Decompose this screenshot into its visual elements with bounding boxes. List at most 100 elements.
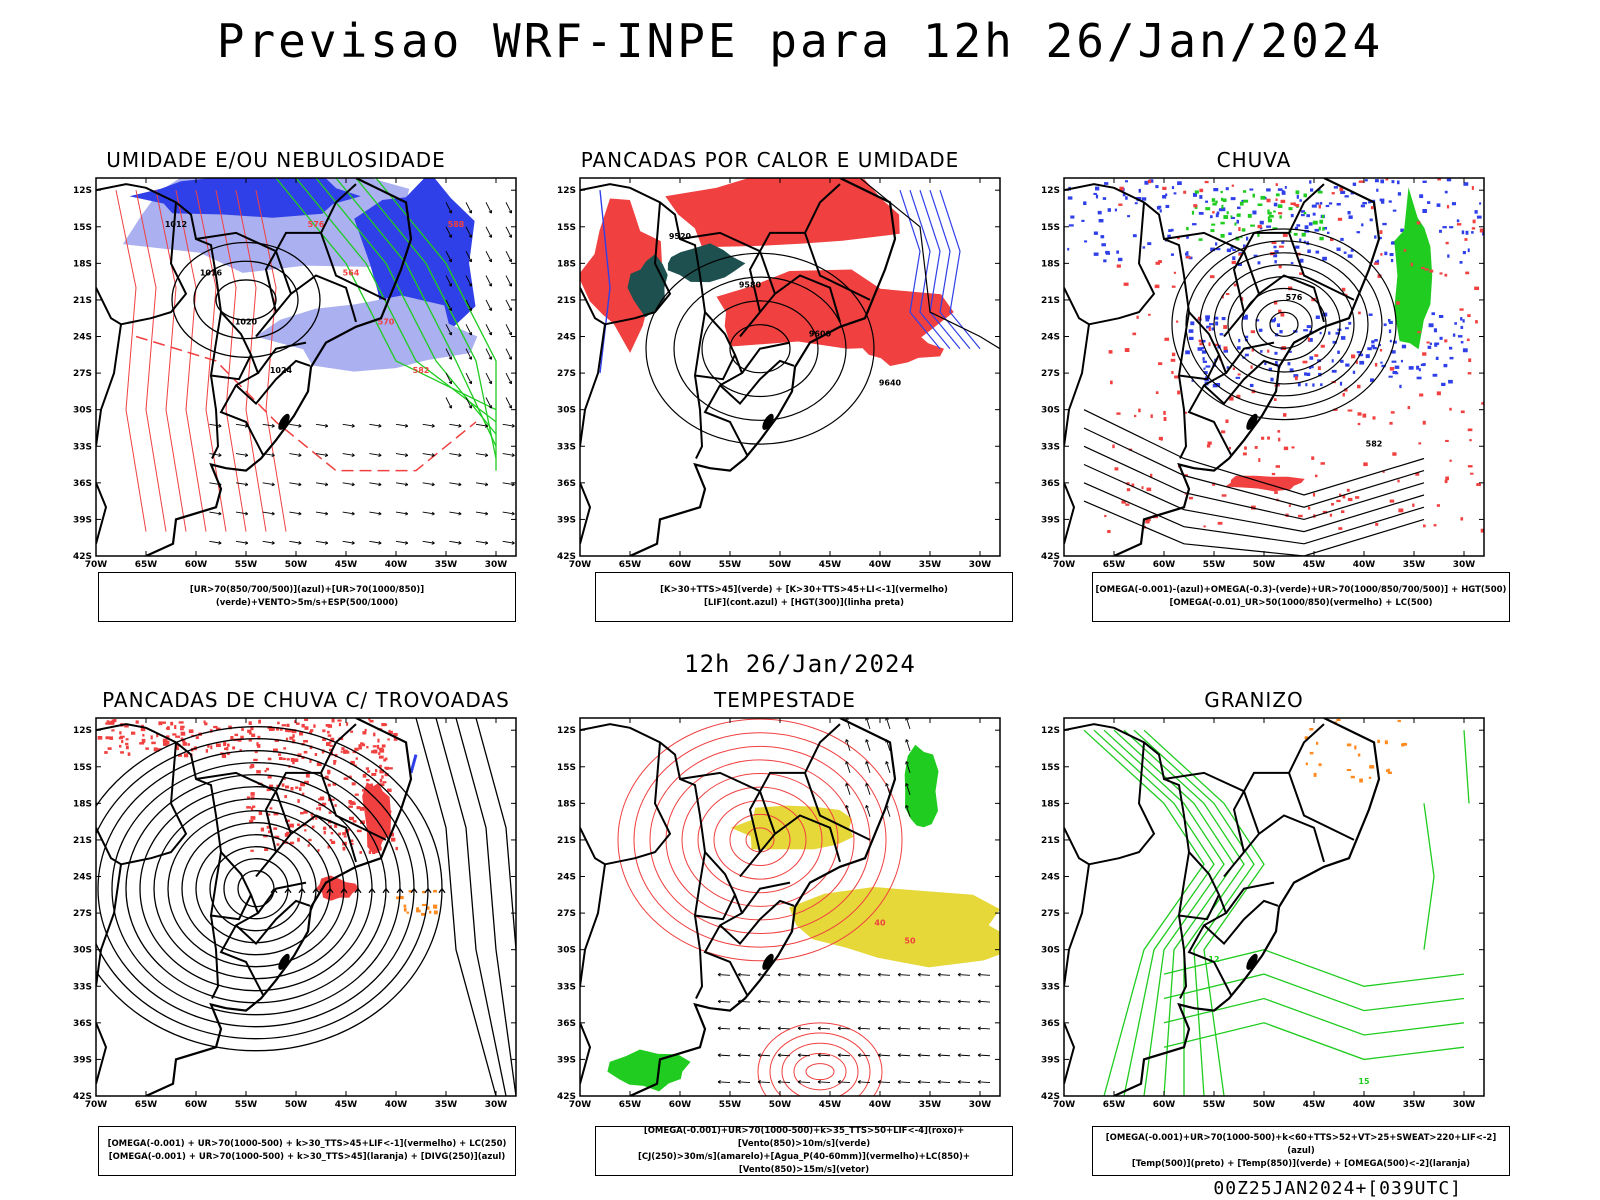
rain-dot: [1203, 367, 1206, 370]
rain-dot: [1101, 243, 1106, 247]
rain-dot: [1144, 180, 1149, 185]
wind-vector: [235, 511, 248, 515]
rain-dot: [1429, 342, 1432, 346]
rain-dot: [1188, 496, 1193, 500]
wind-vector: [488, 258, 493, 263]
wind-vector: [324, 511, 329, 516]
rain-dot: [1220, 234, 1225, 238]
rain-dot: [1436, 504, 1440, 507]
rain-dot: [1410, 262, 1413, 267]
country-border: [1163, 771, 1260, 835]
wind-vector: [488, 331, 493, 336]
thunder-dot: [283, 747, 287, 750]
rain-dot: [1312, 492, 1316, 497]
lon-label: 60W: [669, 560, 692, 570]
thickness-contour: [195, 190, 227, 532]
thunder-dot: [166, 735, 170, 738]
rain-dot: [1217, 521, 1223, 525]
lon-label: 50W: [285, 560, 308, 570]
wind-vector: [977, 1000, 991, 1003]
wind-vector: [937, 1053, 941, 1058]
wind-vector: [937, 974, 951, 976]
lon-label: 65W: [1103, 1100, 1126, 1110]
thunder-dot: [330, 840, 336, 844]
rain-dot: [1191, 379, 1194, 382]
rain-dot: [1311, 204, 1317, 208]
country-border: [580, 482, 592, 545]
lat-label: 27S: [73, 909, 92, 919]
wind-vector: [342, 453, 355, 456]
rain-dot: [1261, 436, 1265, 440]
thunder-dot: [367, 770, 371, 773]
wind-vector: [897, 1081, 911, 1084]
panel-title: TEMPESTADE: [714, 688, 856, 712]
wind-vector: [395, 511, 408, 515]
rain-dot: [1385, 178, 1389, 181]
wind-vector: [465, 250, 472, 263]
thunder-dot: [281, 783, 285, 787]
rain-dot: [1380, 179, 1384, 184]
rain-dot: [1339, 187, 1344, 192]
rain-dot: [1293, 232, 1298, 236]
thunder-dot: [387, 788, 392, 793]
omega-dot: [1309, 728, 1314, 731]
thunder-dot: [203, 720, 206, 724]
country-border: [195, 231, 292, 295]
rain-dot: [1468, 358, 1472, 363]
wind-vector: [837, 999, 841, 1004]
rain-dot: [1469, 439, 1472, 442]
thunder-dot: [346, 722, 349, 726]
wind-vector: [448, 331, 453, 336]
rain-dot: [1257, 203, 1263, 207]
thunder-dot: [250, 849, 254, 852]
wind-vector: [445, 324, 452, 336]
wind-vector: [395, 540, 408, 544]
lon-label: 55W: [1203, 1100, 1226, 1110]
wind-vector: [485, 299, 492, 311]
wind-vector: [298, 423, 302, 428]
lat-label: 42S: [73, 1092, 92, 1102]
wind-vector: [209, 540, 222, 544]
wind-vector: [505, 348, 512, 360]
rain-dot: [1449, 346, 1453, 350]
rain-dot: [1214, 316, 1219, 320]
thunder-dot: [382, 781, 387, 784]
thunder-dot: [344, 750, 350, 754]
rain-dot: [1290, 262, 1294, 265]
lat-label: 36S: [557, 1019, 576, 1029]
thunder-dot: [383, 758, 387, 762]
wind-vector: [905, 718, 911, 730]
wind-vector: [797, 1081, 811, 1084]
thunder-dot: [316, 807, 319, 810]
thunder-dot: [305, 773, 310, 778]
rain-dot: [1149, 179, 1154, 183]
lat-label: 36S: [1041, 1019, 1060, 1029]
rain-dot: [1433, 524, 1437, 527]
wind-vector: [475, 511, 488, 515]
rain-dot: [1479, 228, 1484, 233]
thunder-dot: [226, 746, 229, 751]
rain-dot: [1233, 283, 1237, 287]
rain-dot: [1331, 369, 1337, 373]
lat-label: 12S: [1041, 186, 1060, 196]
wind-vector: [488, 405, 493, 409]
rain-dot: [1284, 186, 1287, 189]
thunder-dot: [156, 748, 162, 751]
rain-dot: [1373, 262, 1379, 265]
rain-dot: [1391, 180, 1395, 184]
rain-dot: [1431, 312, 1436, 316]
rain-dot: [1397, 192, 1402, 196]
thunder-dot: [269, 807, 273, 810]
rain-dot: [1335, 332, 1341, 335]
rain-dot: [1134, 414, 1137, 418]
rain-dot: [1226, 366, 1229, 369]
thunder-dot: [172, 733, 177, 736]
rain-dot: [1400, 228, 1404, 233]
wind-vector: [475, 540, 488, 544]
rain-dot: [1380, 361, 1383, 364]
thunder-dot: [333, 760, 337, 763]
rain-dot: [1421, 266, 1425, 269]
rain-dot: [1257, 224, 1262, 229]
rain-dot: [1384, 251, 1388, 256]
